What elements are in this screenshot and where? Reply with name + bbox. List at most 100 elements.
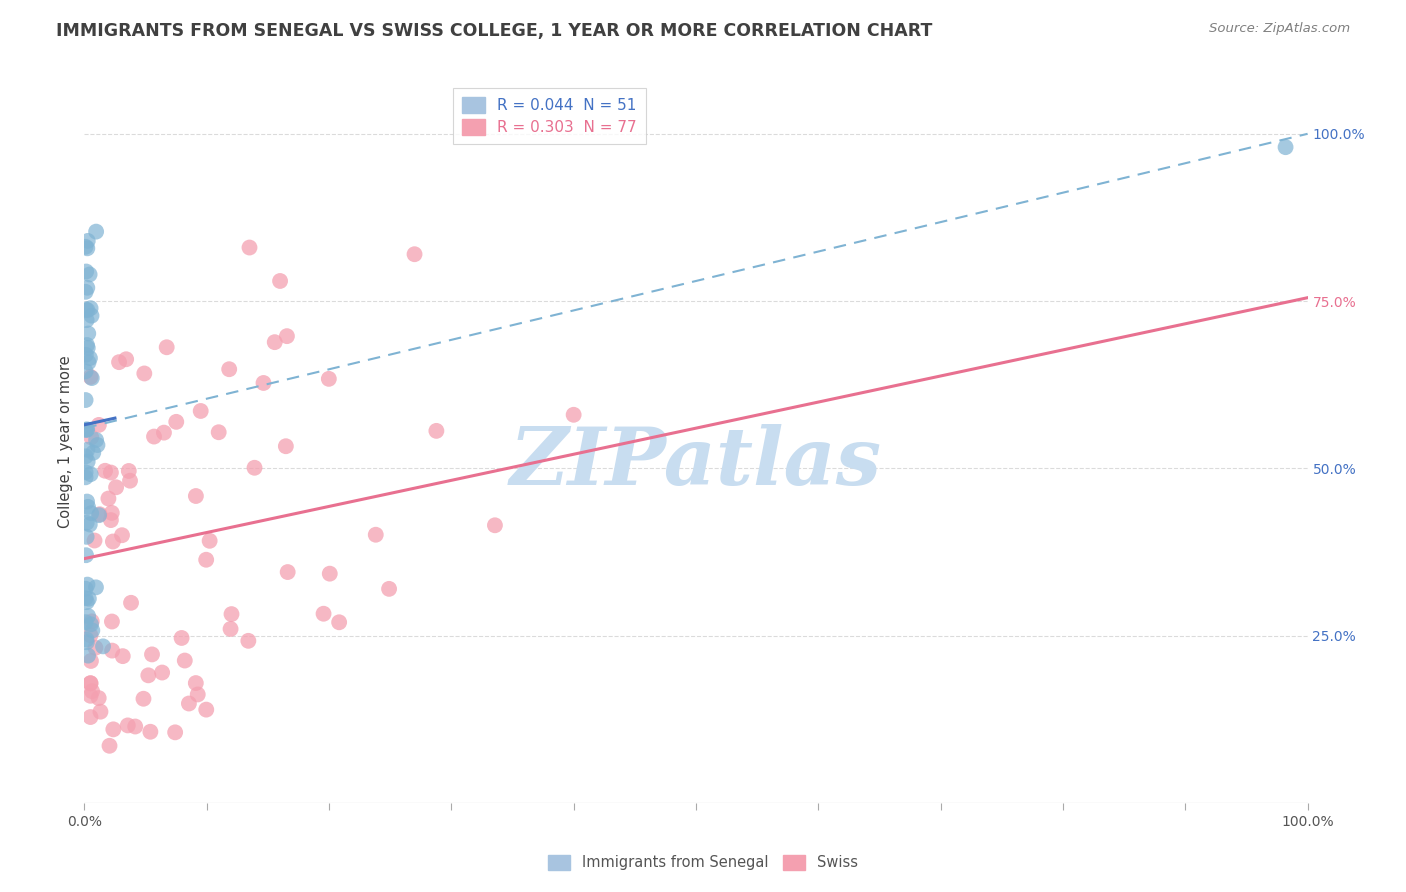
Point — [218, 362, 240, 376]
Point — [77, 591, 100, 606]
Point — [77, 648, 100, 663]
Point — [98, 739, 121, 753]
Point — [165, 415, 187, 429]
Point — [80, 617, 103, 632]
Point — [94, 464, 117, 478]
Point — [143, 429, 166, 443]
Point — [208, 425, 231, 440]
Point — [75, 264, 97, 278]
Point — [75, 615, 97, 630]
Point — [79, 710, 101, 724]
Point — [124, 719, 146, 733]
Point — [84, 225, 107, 239]
Point — [120, 596, 142, 610]
Point — [100, 466, 122, 480]
Point — [243, 460, 266, 475]
Point — [101, 615, 124, 629]
Point — [76, 530, 98, 544]
Point — [177, 697, 200, 711]
Point — [79, 689, 101, 703]
Text: ZIPatlas: ZIPatlas — [510, 425, 882, 502]
Point — [318, 372, 340, 386]
Point — [1274, 140, 1296, 154]
Point — [76, 313, 98, 327]
Point — [77, 355, 100, 369]
Point — [76, 577, 98, 591]
Point — [79, 370, 101, 384]
Point — [277, 565, 299, 579]
Point — [76, 234, 98, 248]
Point — [84, 580, 107, 594]
Point — [111, 528, 134, 542]
Point — [75, 465, 97, 479]
Point — [79, 676, 101, 690]
Point — [80, 615, 103, 629]
Point — [89, 508, 111, 522]
Point — [269, 274, 291, 288]
Point — [75, 348, 97, 362]
Point — [238, 633, 260, 648]
Point — [221, 607, 243, 621]
Point — [77, 500, 100, 514]
Point — [75, 240, 97, 254]
Point — [184, 676, 207, 690]
Point — [101, 506, 124, 520]
Point — [184, 489, 207, 503]
Legend: Immigrants from Senegal, Swiss: Immigrants from Senegal, Swiss — [543, 848, 863, 876]
Point — [75, 302, 97, 317]
Point — [76, 595, 98, 609]
Point — [75, 392, 97, 407]
Point — [79, 351, 101, 365]
Point — [103, 723, 125, 737]
Text: Source: ZipAtlas.com: Source: ZipAtlas.com — [1209, 22, 1350, 36]
Point — [79, 301, 101, 315]
Point — [80, 654, 103, 668]
Point — [378, 582, 401, 596]
Point — [80, 371, 103, 385]
Point — [156, 340, 179, 354]
Point — [75, 364, 97, 378]
Point — [75, 423, 97, 437]
Point — [328, 615, 350, 630]
Point — [263, 335, 285, 350]
Point — [132, 691, 155, 706]
Point — [195, 553, 218, 567]
Point — [134, 367, 156, 381]
Point — [82, 446, 104, 460]
Point — [108, 355, 131, 369]
Point — [101, 534, 124, 549]
Point — [75, 591, 97, 606]
Point — [80, 684, 103, 698]
Point — [190, 404, 212, 418]
Point — [101, 643, 124, 657]
Point — [76, 423, 98, 437]
Point — [76, 422, 98, 436]
Point — [173, 654, 195, 668]
Point — [150, 665, 173, 680]
Point — [187, 688, 209, 702]
Point — [91, 640, 114, 654]
Point — [139, 724, 162, 739]
Point — [79, 268, 101, 282]
Point — [76, 516, 98, 530]
Point — [195, 703, 218, 717]
Point — [484, 518, 506, 533]
Point — [75, 450, 97, 464]
Point — [153, 425, 176, 440]
Point — [76, 241, 98, 255]
Point — [117, 718, 139, 732]
Point — [252, 376, 274, 390]
Point — [136, 668, 159, 682]
Point — [80, 309, 103, 323]
Point — [170, 631, 193, 645]
Point — [76, 303, 98, 318]
Point — [219, 622, 242, 636]
Point — [83, 533, 105, 548]
Point — [118, 474, 141, 488]
Point — [87, 508, 110, 523]
Point — [141, 648, 163, 662]
Point — [84, 640, 107, 655]
Legend: R = 0.044  N = 51, R = 0.303  N = 77: R = 0.044 N = 51, R = 0.303 N = 77 — [453, 88, 645, 145]
Point — [76, 281, 98, 295]
Point — [76, 635, 98, 649]
